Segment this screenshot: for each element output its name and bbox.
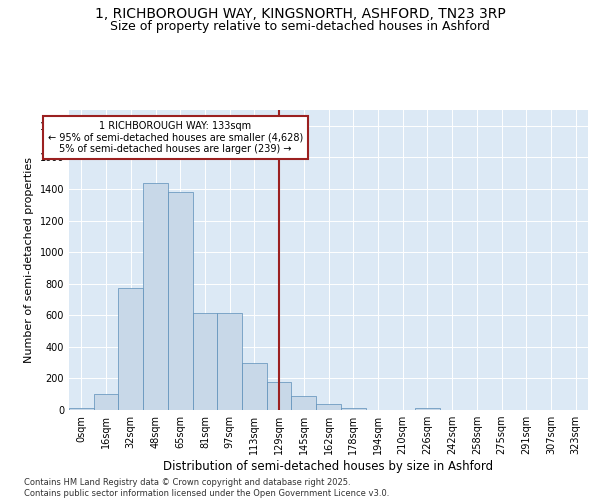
Bar	[193, 313, 217, 410]
Bar	[341, 408, 365, 410]
Bar	[168, 192, 193, 410]
Bar	[217, 313, 242, 410]
Bar	[316, 404, 341, 410]
Text: Contains HM Land Registry data © Crown copyright and database right 2025.
Contai: Contains HM Land Registry data © Crown c…	[24, 478, 389, 498]
Bar	[415, 408, 440, 410]
X-axis label: Distribution of semi-detached houses by size in Ashford: Distribution of semi-detached houses by …	[163, 460, 494, 473]
Text: 1 RICHBOROUGH WAY: 133sqm
← 95% of semi-detached houses are smaller (4,628)
5% o: 1 RICHBOROUGH WAY: 133sqm ← 95% of semi-…	[47, 121, 303, 154]
Bar	[267, 382, 292, 410]
Text: Size of property relative to semi-detached houses in Ashford: Size of property relative to semi-detach…	[110, 20, 490, 33]
Bar	[69, 408, 94, 410]
Bar	[292, 396, 316, 410]
Bar	[94, 394, 118, 410]
Y-axis label: Number of semi-detached properties: Number of semi-detached properties	[24, 157, 34, 363]
Text: 1, RICHBOROUGH WAY, KINGSNORTH, ASHFORD, TN23 3RP: 1, RICHBOROUGH WAY, KINGSNORTH, ASHFORD,…	[95, 8, 505, 22]
Bar	[143, 182, 168, 410]
Bar	[242, 362, 267, 410]
Bar	[118, 288, 143, 410]
